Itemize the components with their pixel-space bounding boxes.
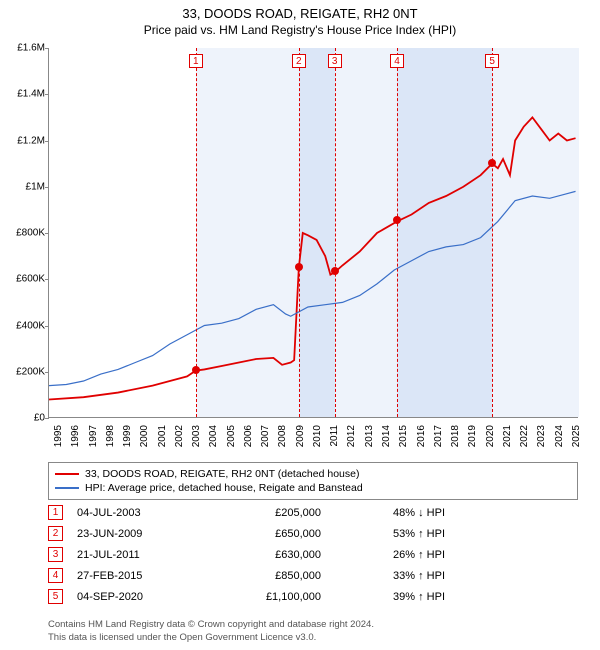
legend-label: HPI: Average price, detached house, Reig… [85,482,363,494]
sales-row: 4 27-FEB-2015 £850,000 33% ↑ HPI [48,565,578,586]
x-tick-label: 1998 [105,425,116,459]
x-tick-label: 2018 [450,425,461,459]
footer: Contains HM Land Registry data © Crown c… [48,619,374,644]
sale-date: 04-SEP-2020 [77,591,197,603]
y-tick-label: £200K [3,366,45,377]
sale-pct-vs-hpi: 48% ↓ HPI [335,507,445,519]
legend-swatch [55,487,79,489]
sales-row: 3 21-JUL-2011 £630,000 26% ↑ HPI [48,544,578,565]
x-tick-label: 2001 [157,425,168,459]
sales-row: 5 04-SEP-2020 £1,100,000 39% ↑ HPI [48,586,578,607]
sale-guideline [335,48,336,417]
sale-price: £205,000 [211,507,321,519]
y-tick-label: £1.6M [3,43,45,54]
x-tick-label: 2017 [433,425,444,459]
legend-label: 33, DOODS ROAD, REIGATE, RH2 0NT (detach… [85,468,359,480]
title-block: 33, DOODS ROAD, REIGATE, RH2 0NT Price p… [0,0,600,37]
x-tick-label: 2025 [571,425,582,459]
sale-dot [295,263,303,271]
sale-guideline [397,48,398,417]
x-tick-label: 2012 [346,425,357,459]
y-tick-label: £0 [3,413,45,424]
y-tick-label: £800K [3,228,45,239]
y-tick-label: £1.4M [3,89,45,100]
sale-marker-box: 4 [390,54,404,68]
x-tick-label: 2010 [312,425,323,459]
x-tick-label: 2021 [502,425,513,459]
x-tick-label: 2022 [519,425,530,459]
y-tick-label: £400K [3,320,45,331]
x-tick-label: 2002 [174,425,185,459]
sale-price: £1,100,000 [211,591,321,603]
y-tick-label: £600K [3,274,45,285]
x-tick-label: 2013 [364,425,375,459]
chart-title: 33, DOODS ROAD, REIGATE, RH2 0NT [0,6,600,21]
chart-subtitle: Price paid vs. HM Land Registry's House … [0,23,600,37]
plot-svg [49,48,578,417]
x-tick-label: 2009 [295,425,306,459]
sales-table: 1 04-JUL-2003 £205,000 48% ↓ HPI 2 23-JUN-200… [48,502,578,607]
sale-dot [488,159,496,167]
x-tick-label: 2003 [191,425,202,459]
x-tick-label: 2015 [398,425,409,459]
sale-row-marker: 3 [48,547,63,562]
sale-marker-box: 5 [485,54,499,68]
sale-pct-vs-hpi: 26% ↑ HPI [335,549,445,561]
x-tick-label: 2007 [260,425,271,459]
x-tick-label: 2008 [277,425,288,459]
sale-row-marker: 5 [48,589,63,604]
x-tick-label: 1995 [53,425,64,459]
x-tick-label: 2005 [226,425,237,459]
sale-price: £630,000 [211,549,321,561]
sale-row-marker: 4 [48,568,63,583]
footer-line-1: Contains HM Land Registry data © Crown c… [48,619,374,631]
sales-row: 1 04-JUL-2003 £205,000 48% ↓ HPI [48,502,578,523]
sale-dot [192,366,200,374]
x-tick-label: 2011 [329,425,340,459]
x-tick-label: 2019 [467,425,478,459]
legend-swatch [55,473,79,475]
y-tick-label: £1.2M [3,135,45,146]
sale-marker-box: 1 [189,54,203,68]
legend-item: 33, DOODS ROAD, REIGATE, RH2 0NT (detach… [55,467,571,481]
x-tick-label: 2004 [208,425,219,459]
sale-marker-box: 2 [292,54,306,68]
chart-container: 33, DOODS ROAD, REIGATE, RH2 0NT Price p… [0,0,600,650]
x-tick-label: 2023 [536,425,547,459]
x-tick-label: 2020 [485,425,496,459]
sale-date: 23-JUN-2009 [77,528,197,540]
sales-row: 2 23-JUN-2009 £650,000 53% ↑ HPI [48,523,578,544]
x-tick-label: 1999 [122,425,133,459]
sale-pct-vs-hpi: 39% ↑ HPI [335,591,445,603]
sale-guideline [299,48,300,417]
y-tick-label: £1M [3,181,45,192]
sale-pct-vs-hpi: 33% ↑ HPI [335,570,445,582]
sale-price: £850,000 [211,570,321,582]
x-tick-label: 2000 [139,425,150,459]
sale-dot [331,267,339,275]
x-tick-label: 1996 [70,425,81,459]
sale-guideline [196,48,197,417]
legend-item: HPI: Average price, detached house, Reig… [55,481,571,495]
sale-date: 27-FEB-2015 [77,570,197,582]
x-tick-label: 2014 [381,425,392,459]
series-line [49,191,576,385]
sale-row-marker: 2 [48,526,63,541]
x-tick-label: 2016 [416,425,427,459]
sale-guideline [492,48,493,417]
sale-date: 21-JUL-2011 [77,549,197,561]
sale-date: 04-JUL-2003 [77,507,197,519]
plot-area: £0£200K£400K£600K£800K£1M£1.2M£1.4M£1.6M… [48,48,578,418]
x-tick-label: 1997 [88,425,99,459]
series-line [49,117,576,399]
sale-price: £650,000 [211,528,321,540]
legend: 33, DOODS ROAD, REIGATE, RH2 0NT (detach… [48,462,578,500]
x-tick-label: 2024 [554,425,565,459]
sale-dot [393,216,401,224]
sale-pct-vs-hpi: 53% ↑ HPI [335,528,445,540]
x-tick-label: 2006 [243,425,254,459]
sale-row-marker: 1 [48,505,63,520]
footer-line-2: This data is licensed under the Open Gov… [48,632,374,644]
sale-marker-box: 3 [328,54,342,68]
